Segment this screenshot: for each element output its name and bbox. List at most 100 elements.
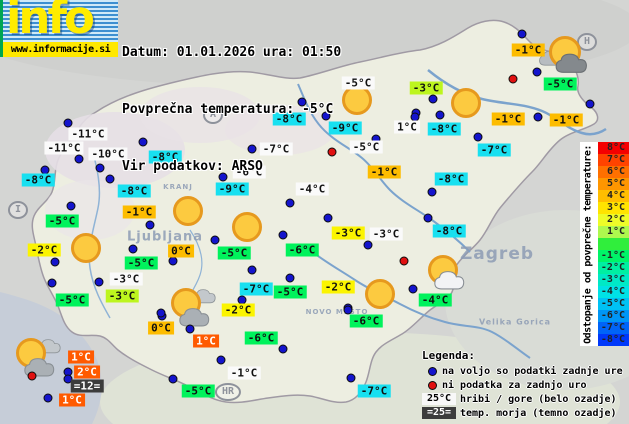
station-dot-data-available — [105, 174, 115, 184]
station-dot-no-data — [27, 371, 37, 381]
cloud-icon — [555, 53, 587, 73]
legend-item-text: hribi / gore (belo ozadje) — [460, 393, 617, 405]
station-temp-label: -7°C — [477, 143, 511, 157]
station-dot-data-available — [43, 393, 53, 403]
station-temp-label: -8°C — [148, 150, 182, 164]
station-temp-label: -8°C — [432, 224, 466, 238]
station-dot-data-available — [297, 97, 307, 107]
scale-step: 4°C — [598, 190, 629, 202]
station-temp-label: -5°C — [543, 77, 577, 91]
scale-step: -2°C — [598, 262, 629, 274]
station-temp-label: -1°C — [549, 113, 583, 127]
sun-icon — [232, 212, 262, 242]
station-temp-label: -3°C — [105, 289, 139, 303]
station-temp-label: -5°C — [273, 285, 307, 299]
station-dot-data-available — [168, 374, 178, 384]
station-temp-label: 1°C — [59, 393, 85, 407]
deviation-scale: 8°C 7°C 6°C 5°C 4°C 3°C 2°C 1°C -1°C -2°C -3°C -4°C… — [598, 142, 629, 346]
station-temp-label: -5°C — [341, 76, 375, 90]
header-source: Vir podatkov: ARSO — [122, 159, 263, 174]
station-temp-label: -8°C — [272, 112, 306, 126]
station-dot-data-available — [585, 99, 595, 109]
legend-item-text: temp. morja (temno ozadje) — [460, 407, 617, 419]
legend-chip-dark: =25= — [422, 407, 456, 419]
station-temp-label: -8°C — [117, 184, 151, 198]
info-logo[interactable]: info www.informacije.si — [0, 0, 118, 57]
station-temp-label: 1°C — [394, 120, 420, 134]
station-temp-label: -1°C — [367, 165, 401, 179]
station-temp-label: 0°C — [148, 321, 174, 335]
sun-icon — [451, 88, 481, 118]
station-temp-label: -5°C — [45, 214, 79, 228]
station-temp-label: -4°C — [295, 182, 329, 196]
legend-title: Legenda: — [422, 349, 475, 362]
scale-step: -5°C — [598, 298, 629, 310]
station-temp-label: -1°C — [491, 112, 525, 126]
station-temp-label: 2°C — [74, 365, 100, 379]
station-dot-data-available — [210, 235, 220, 245]
cloud-icon — [434, 271, 465, 290]
scale-step: 5°C — [598, 178, 629, 190]
station-temp-label: -7°C — [259, 142, 293, 156]
station-dot-no-data — [399, 256, 409, 266]
station-temp-label: -8°C — [21, 173, 55, 187]
logo-site-url[interactable]: www.informacije.si — [3, 42, 118, 57]
station-temp-label: -2°C — [27, 243, 61, 257]
legend-item: na voljo so podatki zadnje ure — [422, 364, 623, 378]
sun-icon — [342, 85, 372, 115]
station-temp-label: -4°C — [418, 293, 452, 307]
station-dot-data-available — [156, 308, 166, 318]
legend-item: ni podatka za zadnjo uro — [422, 378, 623, 392]
station-dot-data-available — [423, 213, 433, 223]
station-temp-label: -10°C — [88, 147, 128, 161]
scale-step: -6°C — [598, 310, 629, 322]
header-avg-temp: Povprečna temperatura: -5°C — [122, 102, 334, 117]
station-temp-label: -11°C — [68, 127, 108, 141]
station-dot-data-available — [63, 374, 73, 384]
legend-item: =25= temp. morja (temno ozadje) — [422, 406, 623, 420]
station-dot-data-available — [346, 373, 356, 383]
station-temp-label: -6°C — [244, 331, 278, 345]
scale-step: 6°C — [598, 166, 629, 178]
station-temp-label: -1°C — [122, 205, 156, 219]
legend-item-text: na voljo so podatki zadnje ure — [442, 365, 623, 377]
legend-item: 25°C hribi / gore (belo ozadje) — [422, 392, 623, 406]
station-temp-label: -5°C — [349, 140, 383, 154]
scale-step: -7°C — [598, 322, 629, 334]
station-dot-data-available — [63, 118, 73, 128]
station-dot-data-available — [278, 230, 288, 240]
station-temp-label: -8°C — [434, 172, 468, 186]
station-dot-data-available — [94, 277, 104, 287]
deviation-scale-title-box: Odstopanje od povprečne temperature: — [580, 142, 598, 346]
station-dot-data-available — [216, 355, 226, 365]
station-dot-data-available — [285, 198, 295, 208]
station-temp-label: -3°C — [369, 227, 403, 241]
legend-item-text: ni podatka za zadnjo uro — [442, 379, 587, 391]
city-label-ljubljana: Ljubljana — [126, 229, 204, 245]
station-temp-label: -1°C — [227, 366, 261, 380]
station-dot-data-available — [218, 172, 228, 182]
station-temp-label: -5°C — [217, 246, 251, 260]
scale-step: -1°C — [598, 250, 629, 262]
legend-dot-blue-icon — [428, 366, 437, 376]
city-label-zagreb: Zagreb — [459, 244, 535, 264]
scale-step: 3°C — [598, 202, 629, 214]
station-dot-data-available — [185, 324, 195, 334]
station-dot-data-available — [435, 110, 445, 120]
station-temp-label: 0°C — [168, 244, 194, 258]
legend-items: na voljo so podatki zadnje ure ni podatka… — [422, 364, 623, 420]
logo-brand-text: info — [6, 0, 95, 42]
station-temp-label: -9°C — [328, 121, 362, 135]
station-temp-label: -5°C — [181, 384, 215, 398]
scale-step: -3°C — [598, 274, 629, 286]
sun-icon — [71, 233, 101, 263]
station-dot-data-available — [278, 344, 288, 354]
scale-step: 1°C — [598, 226, 629, 238]
station-dot-data-available — [247, 265, 257, 275]
station-dot-data-available — [473, 132, 483, 142]
station-dot-data-available — [343, 305, 353, 315]
station-temp-label: -9°C — [215, 182, 249, 196]
scale-step: -8°C — [598, 334, 629, 346]
station-temp-label: -2°C — [221, 303, 255, 317]
